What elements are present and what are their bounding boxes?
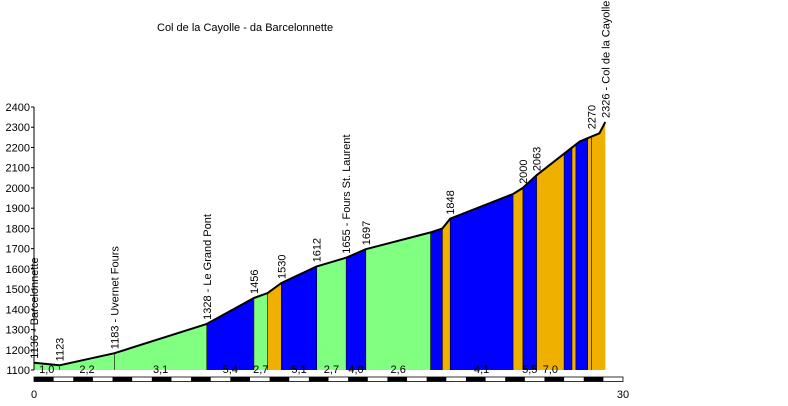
elevation-annotation: 2270 xyxy=(587,105,599,129)
segment-fill xyxy=(513,187,523,370)
elevation-annotations: 1136 - Barcelonnette 1123 1183 - Uvernet F… xyxy=(29,1,612,362)
segment-dividers xyxy=(59,136,592,370)
segment-fill xyxy=(442,218,451,370)
y-tick-label: 1900 xyxy=(6,203,30,215)
km-bar-block xyxy=(505,377,525,382)
segment-fill xyxy=(34,362,60,370)
grade-labels: 1,0 2,2 3,1 5,4 2,7 5,1 2,7 4,0 2,6 4,1 5,5 7,0 xyxy=(39,364,558,376)
segment-fill xyxy=(450,194,514,370)
segment-fill xyxy=(591,122,606,370)
y-tick-label: 1500 xyxy=(6,284,30,296)
y-tick-label: 1300 xyxy=(6,325,30,337)
y-tick-label: 1800 xyxy=(6,223,30,235)
y-tick-label: 1400 xyxy=(6,304,30,316)
grade-label: 2,7 xyxy=(253,364,268,376)
profile-polyline xyxy=(33,121,607,367)
km-bar-block xyxy=(151,377,172,382)
grade-label: 5,5 xyxy=(522,364,537,376)
grade-label: 4,0 xyxy=(348,364,363,376)
elevation-annotation: 1655 - Fours St. Laurent xyxy=(341,134,353,253)
grade-label: 5,4 xyxy=(223,364,238,376)
km-bar-block xyxy=(230,377,250,382)
segment-fill xyxy=(564,147,572,370)
km-bar-block xyxy=(308,377,329,382)
km-bar-block xyxy=(465,377,486,382)
elevation-annotation: 1136 - Barcelonnette xyxy=(29,257,41,358)
km-bar-block xyxy=(426,377,447,382)
y-tick-label: 1100 xyxy=(6,365,30,377)
grade-label: 3,1 xyxy=(153,364,168,376)
segment-fill xyxy=(522,175,537,370)
segment-fill xyxy=(430,228,443,370)
y-tick-label: 1600 xyxy=(6,264,30,276)
km-bar-block xyxy=(112,377,133,382)
km-bar-block xyxy=(544,377,565,382)
segment-fill xyxy=(575,138,588,370)
y-tick-label: 1700 xyxy=(6,244,30,256)
elevation-annotation: 1328 - Le Grand Pont xyxy=(202,214,214,320)
segment-fill xyxy=(587,136,592,370)
elevation-annotation: 2063 xyxy=(532,147,544,171)
segment-fill xyxy=(346,249,366,370)
segment-fill xyxy=(206,298,254,370)
elevation-annotation: 1456 xyxy=(249,269,261,293)
y-tick-label: 1200 xyxy=(6,345,30,357)
grade-label: 7,0 xyxy=(543,364,558,376)
x-tick-label: 0 xyxy=(31,389,37,401)
grade-label: 4,1 xyxy=(474,364,489,376)
y-axis: 1100 1200 1300 1400 1500 1600 1700 1800 1900 2000… xyxy=(6,102,35,377)
grade-label: 2,7 xyxy=(324,364,339,376)
x-axis: 0 30 xyxy=(31,389,629,401)
elevation-annotation: 1123 xyxy=(55,338,67,362)
km-bar-block xyxy=(348,377,368,382)
profile-line xyxy=(33,121,607,367)
km-bar-block xyxy=(34,377,54,382)
segment-fill xyxy=(253,293,268,370)
grade-label: 2,6 xyxy=(391,364,406,376)
km-bar-block xyxy=(269,377,290,382)
y-tick-label: 2400 xyxy=(6,102,30,114)
km-bar-block xyxy=(191,377,211,382)
elevation-annotation: 2000 xyxy=(518,159,530,183)
grade-label: 1,0 xyxy=(39,364,54,376)
km-bar-block xyxy=(583,377,604,382)
km-bar xyxy=(33,376,624,382)
elevation-annotation: 2326 - Col de la Cayolle xyxy=(600,1,612,118)
segment-fill xyxy=(536,153,565,370)
y-tick-label: 2100 xyxy=(6,163,30,175)
grade-label: 2,2 xyxy=(79,364,94,376)
y-tick-label: 2200 xyxy=(6,142,30,154)
y-tick-label: 2300 xyxy=(6,122,30,134)
elevation-annotation: 1848 xyxy=(445,190,457,214)
y-tick-label: 2000 xyxy=(6,183,30,195)
elevation-annotation: 1612 xyxy=(312,238,324,262)
km-bar-block xyxy=(387,377,408,382)
km-bar-block xyxy=(73,377,93,382)
segment-fill xyxy=(114,323,207,370)
chart-title: Col de la Cayolle - da Barcelonnette xyxy=(157,22,333,34)
segment-fill xyxy=(365,232,431,370)
elevation-annotation: 1530 xyxy=(276,255,288,279)
segment-fill xyxy=(316,257,347,370)
grade-label: 5,1 xyxy=(291,364,306,376)
segment-fill xyxy=(267,283,282,370)
segment-fill xyxy=(281,266,317,370)
segment-fill xyxy=(572,144,576,370)
segment-fills xyxy=(34,122,606,370)
elevation-annotation: 1183 - Uvernet Fours xyxy=(109,246,121,350)
x-tick-label: 30 xyxy=(617,389,629,401)
elevation-annotation: 1697 xyxy=(361,221,373,245)
segment-fill xyxy=(59,353,115,370)
